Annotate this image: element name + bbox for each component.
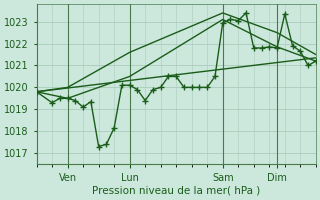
X-axis label: Pression niveau de la mer( hPa ): Pression niveau de la mer( hPa ) <box>92 186 260 196</box>
